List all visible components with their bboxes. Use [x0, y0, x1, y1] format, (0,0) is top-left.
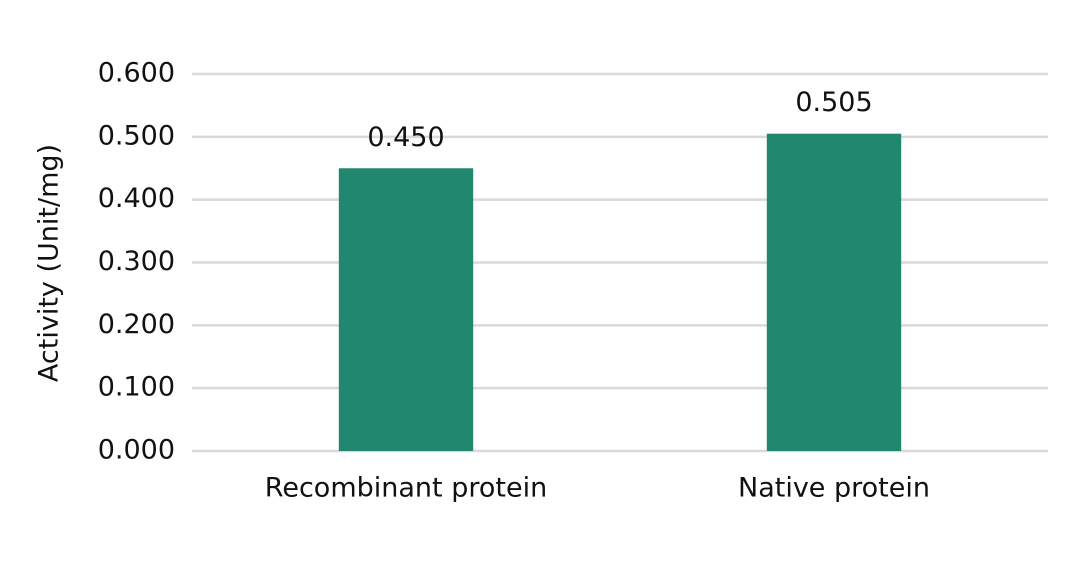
data-label: 0.450 [367, 122, 444, 153]
data-label: 0.505 [795, 87, 872, 118]
y-tick-label: 0.400 [98, 183, 175, 214]
bar [338, 168, 474, 451]
y-tick-label: 0.000 [98, 435, 175, 466]
y-tick-label: 0.200 [98, 309, 175, 340]
x-tick-label: Recombinant protein [265, 473, 547, 504]
y-tick-label: 0.500 [98, 120, 175, 151]
bar [766, 133, 902, 452]
y-tick-label: 0.100 [98, 372, 175, 403]
y-tick-label: 0.600 [98, 58, 175, 89]
x-tick-label: Native protein [738, 473, 930, 504]
y-axis-label: Activity (Unit/mg) [34, 144, 65, 382]
y-tick-label: 0.300 [98, 246, 175, 277]
